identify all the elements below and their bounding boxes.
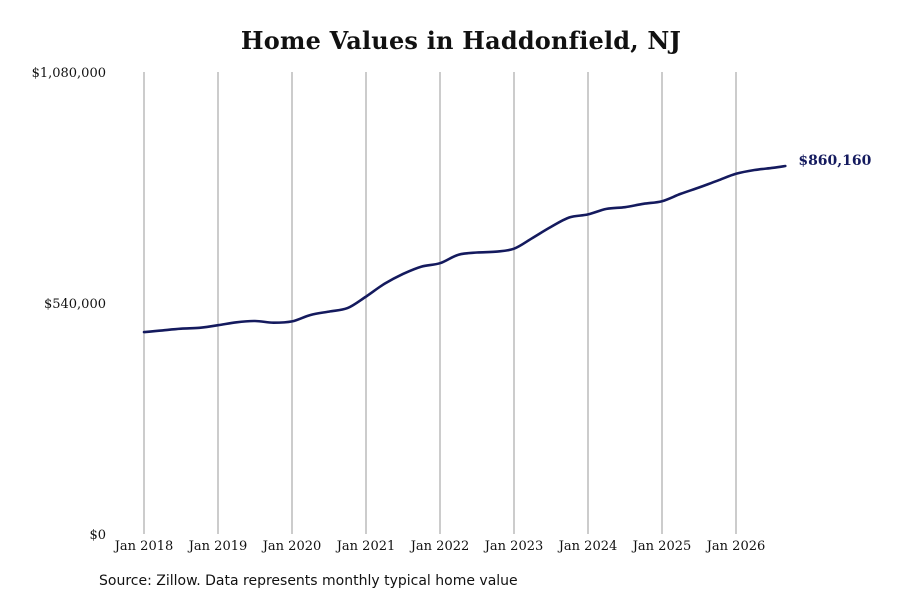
x-axis-ticks: Jan 2018 Jan 2019 Jan 2020 Jan 2021 Jan 2022… — [113, 539, 766, 554]
y-tick-label: $540,000 — [44, 297, 106, 312]
y-tick-label: $1,080,000 — [32, 66, 106, 81]
source-note: Source: Zillow. Data represents monthly … — [99, 573, 518, 589]
x-tick-label: Jan 2022 — [409, 539, 470, 554]
x-tick-label: Jan 2024 — [557, 539, 618, 554]
x-tick-label: Jan 2023 — [483, 539, 544, 554]
gridlines — [143, 72, 737, 534]
chart-title: Home Values in Haddonfield, NJ — [240, 26, 682, 55]
x-tick-label: Jan 2018 — [113, 539, 174, 554]
y-tick-label: $0 — [89, 528, 106, 543]
end-value-label: $860,160 — [798, 153, 871, 169]
x-tick-label: Jan 2021 — [335, 539, 396, 554]
x-tick-label: Jan 2019 — [187, 539, 248, 554]
y-axis-ticks: $0 $540,000 $1,080,000 — [32, 66, 106, 543]
x-tick-label: Jan 2026 — [705, 539, 766, 554]
x-tick-label: Jan 2020 — [261, 539, 322, 554]
x-tick-label: Jan 2025 — [631, 539, 692, 554]
home-value-line — [142, 164, 787, 334]
